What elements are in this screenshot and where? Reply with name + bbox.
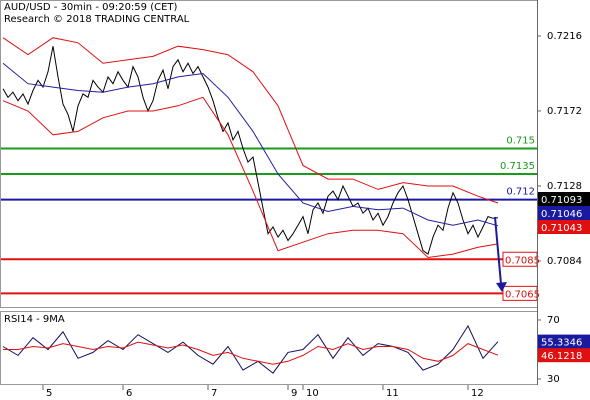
x-tick-label: 7 [211,388,217,399]
x-tick-label: 5 [46,388,52,399]
forecast-arrow-head [496,282,507,292]
level-label: 0.715 [506,135,535,146]
x-tick-label: 6 [126,388,132,399]
y-tick-label: 0.7172 [547,106,582,117]
price-label: 0.71046 [541,209,582,220]
x-tick-label: 10 [306,388,319,399]
y-tick-label: 0.7128 [547,181,582,192]
price-label-box [538,348,590,363]
x-tick-label: 12 [471,388,484,399]
level-label: 0.7085 [505,255,540,266]
level-label: 0.7065 [505,289,540,300]
price-panel [0,0,538,308]
price-label: 46.1218 [541,351,582,362]
price-label: 0.71043 [541,223,582,234]
series-line [2,62,499,227]
price-label: 0.71093 [541,195,582,206]
series-line [2,96,499,259]
price-label-box [538,220,590,234]
x-tick-label: 11 [386,388,399,399]
y-tick-label: 30 [547,374,560,385]
x-tick-label: 9 [291,388,297,399]
forecast-arrow [494,216,502,285]
level-label: 0.712 [506,187,535,198]
series-line [3,341,499,365]
level-label: 0.7135 [500,161,535,172]
price-label-box [538,334,590,349]
series-line [2,324,499,374]
series-line [2,46,499,255]
rsi-title: RSI14 - 9MA [4,314,65,325]
chart-title: AUD/USD - 30min - 09:20:59 (CET) [4,2,178,13]
price-label-box [538,192,590,206]
y-tick-label: 70 [547,315,560,326]
series-line [2,37,499,204]
price-label: 55.3346 [541,338,582,349]
price-label-box [538,206,590,220]
chart-subtitle: Research © 2018 TRADING CENTRAL [4,14,190,25]
y-tick-label: 0.7084 [547,256,582,267]
rsi-panel [0,311,538,385]
y-tick-label: 0.7216 [547,31,582,42]
